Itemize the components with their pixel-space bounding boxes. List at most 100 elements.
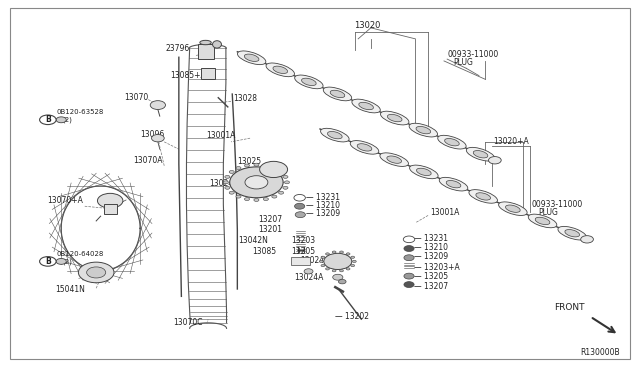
Circle shape — [326, 253, 330, 255]
Text: — 13209: — 13209 — [414, 252, 448, 261]
Text: 13024A: 13024A — [294, 273, 323, 282]
Text: — 13231: — 13231 — [306, 193, 340, 202]
Ellipse shape — [445, 138, 460, 146]
Bar — [201, 68, 215, 79]
Circle shape — [404, 246, 414, 251]
Circle shape — [404, 255, 414, 261]
Text: 13042N: 13042N — [238, 236, 268, 245]
Text: 00933-11000: 00933-11000 — [532, 200, 583, 209]
Text: — 13231: — 13231 — [414, 234, 448, 243]
Text: 13001A: 13001A — [206, 131, 236, 140]
Text: 15041N: 15041N — [55, 285, 84, 294]
Text: 13028: 13028 — [233, 94, 257, 103]
Bar — [291, 257, 310, 265]
Ellipse shape — [499, 202, 527, 215]
Text: PLUG: PLUG — [538, 208, 558, 217]
Circle shape — [40, 115, 56, 125]
Text: — 13209: — 13209 — [306, 209, 340, 218]
Ellipse shape — [323, 87, 352, 101]
Circle shape — [229, 191, 234, 194]
Text: 13001A: 13001A — [430, 208, 460, 217]
Ellipse shape — [266, 63, 294, 77]
Text: R130000B: R130000B — [580, 348, 620, 357]
Circle shape — [294, 195, 305, 201]
Circle shape — [245, 176, 268, 189]
Circle shape — [326, 268, 330, 270]
Circle shape — [225, 186, 230, 189]
Ellipse shape — [350, 141, 379, 154]
Text: 13024: 13024 — [300, 256, 324, 265]
Text: — 13203+A: — 13203+A — [414, 263, 460, 272]
Text: B: B — [45, 115, 51, 124]
Ellipse shape — [387, 156, 401, 163]
Circle shape — [294, 203, 305, 209]
Circle shape — [254, 163, 259, 166]
Text: 13020: 13020 — [355, 22, 381, 31]
Circle shape — [152, 135, 164, 142]
Circle shape — [321, 256, 325, 259]
Ellipse shape — [380, 153, 408, 166]
Circle shape — [236, 195, 241, 198]
Text: 13070C: 13070C — [173, 318, 202, 327]
Circle shape — [260, 161, 287, 177]
Ellipse shape — [410, 165, 438, 179]
Text: — 13205: — 13205 — [414, 272, 448, 281]
Ellipse shape — [469, 190, 497, 203]
Circle shape — [150, 101, 166, 109]
Circle shape — [351, 256, 355, 259]
Text: PLUG: PLUG — [454, 58, 474, 67]
Text: 13024AA: 13024AA — [209, 179, 244, 187]
Circle shape — [230, 167, 283, 198]
Circle shape — [488, 157, 501, 164]
Ellipse shape — [476, 193, 490, 200]
Circle shape — [353, 260, 356, 263]
Ellipse shape — [330, 90, 345, 97]
Circle shape — [283, 186, 288, 189]
Circle shape — [263, 198, 268, 201]
Ellipse shape — [357, 144, 372, 151]
Text: FRONT: FRONT — [554, 303, 584, 312]
Ellipse shape — [467, 147, 495, 161]
Ellipse shape — [439, 177, 468, 191]
Circle shape — [78, 262, 114, 283]
Ellipse shape — [328, 131, 342, 139]
Ellipse shape — [200, 40, 211, 45]
Circle shape — [404, 282, 414, 288]
Ellipse shape — [558, 227, 586, 240]
Circle shape — [339, 279, 346, 284]
Text: 13203: 13203 — [291, 236, 316, 245]
Ellipse shape — [301, 78, 316, 86]
Bar — [104, 204, 116, 214]
Text: 13205: 13205 — [291, 247, 316, 256]
Text: 0B120-64028: 0B120-64028 — [56, 251, 104, 257]
Circle shape — [580, 235, 593, 243]
Text: — 13207: — 13207 — [414, 282, 448, 291]
Circle shape — [97, 193, 123, 208]
Text: 13070+A: 13070+A — [47, 196, 83, 205]
Text: 13070: 13070 — [124, 93, 148, 102]
Text: 13025: 13025 — [237, 157, 261, 166]
Circle shape — [403, 236, 415, 243]
Circle shape — [340, 251, 344, 253]
Circle shape — [86, 267, 106, 278]
Text: — 13210: — 13210 — [306, 201, 340, 210]
Circle shape — [244, 198, 250, 201]
Circle shape — [263, 164, 268, 167]
Ellipse shape — [438, 135, 466, 149]
Ellipse shape — [359, 102, 373, 110]
Circle shape — [319, 260, 323, 263]
Ellipse shape — [294, 75, 323, 89]
Circle shape — [333, 274, 343, 280]
Circle shape — [229, 170, 234, 173]
Bar — [198, 44, 214, 59]
Text: (2): (2) — [63, 116, 72, 123]
Circle shape — [404, 273, 414, 279]
Ellipse shape — [417, 168, 431, 176]
Circle shape — [272, 167, 277, 170]
Text: 00933-11000: 00933-11000 — [447, 50, 499, 59]
Circle shape — [254, 199, 259, 202]
Ellipse shape — [473, 151, 488, 158]
Text: 13085: 13085 — [253, 247, 276, 256]
Ellipse shape — [212, 41, 221, 48]
Circle shape — [346, 268, 350, 270]
